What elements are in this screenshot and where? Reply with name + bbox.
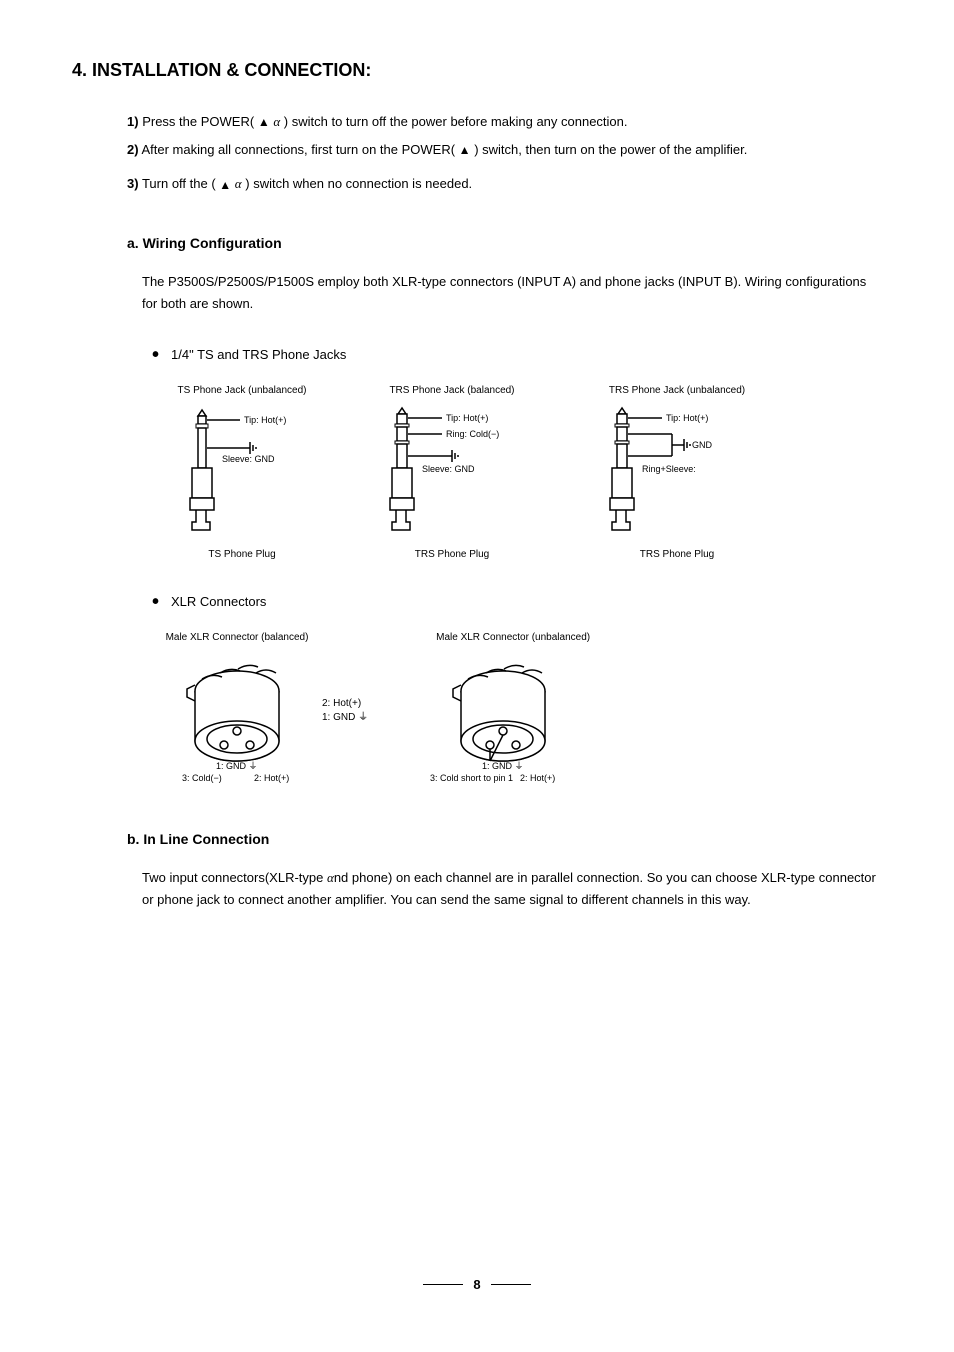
instruction-2: 2) After making all connections, first t… [127, 139, 882, 161]
bullet-text: 1/4" TS and TRS Phone Jacks [171, 345, 882, 366]
instr-text: Turn off the ( [142, 176, 216, 191]
bullet-xlr: • XLR Connectors [152, 592, 882, 613]
instr-text: After making all connections, first turn… [141, 142, 455, 157]
subsection-b-title: b. In Line Connection [127, 831, 882, 847]
xlr-diagrams: Male XLR Connector (balanced) [162, 631, 882, 791]
svg-text:GND: GND [692, 440, 713, 450]
bullet-phone-jacks: • 1/4" TS and TRS Phone Jacks [152, 345, 882, 366]
svg-text:1: GND ⏚: 1: GND ⏚ [216, 761, 258, 771]
svg-text:1: GND ⏚: 1: GND ⏚ [482, 761, 524, 771]
sleeve-label: Sleeve: GND [222, 454, 275, 464]
svg-text:Ring: Cold(−): Ring: Cold(−) [446, 429, 499, 439]
trs-unbal-plug-icon: Tip: Hot(+) GND Ring+Sleeve: [582, 402, 772, 542]
bullet-dot: • [152, 345, 159, 365]
svg-text:Tip: Hot(+): Tip: Hot(+) [446, 413, 488, 423]
xlr-connector-unbal-icon: 1: GND ⏚ 2: Hot(+) 3: Cold short to pin … [428, 651, 598, 791]
label: TRS Phone Plug [640, 548, 715, 562]
svg-text:Ring+Sleeve:: Ring+Sleeve: [642, 464, 696, 474]
triangle-icon: ▲ [258, 112, 270, 132]
bullet-text: XLR Connectors [171, 592, 882, 613]
pin2-label: 2: Hot(+) [322, 697, 368, 711]
svg-text:3: Cold short to pin 1: 3: Cold short to pin 1 [430, 773, 513, 783]
instr-text: ) switch when no connection is needed. [245, 176, 472, 191]
label: TS Phone Jack (unbalanced) [178, 384, 307, 398]
tip-label: Tip: Hot(+) [244, 415, 286, 425]
step-num: 2) [127, 142, 139, 157]
svg-text:Tip: Hot(+): Tip: Hot(+) [666, 413, 708, 423]
footer-line [423, 1284, 463, 1285]
subsection-a-body: The P3500S/P2500S/P1500S employ both XLR… [142, 271, 882, 315]
section-number: 4. [72, 60, 87, 80]
page-number: 8 [473, 1277, 480, 1292]
label: TS Phone Plug [208, 548, 275, 562]
label: Male XLR Connector (unbalanced) [436, 631, 590, 645]
alpha-symbol: α [327, 870, 334, 885]
subsection-a-title: a. Wiring Configuration [127, 235, 882, 251]
trs-unbalanced-diagram: TRS Phone Jack (unbalanced) [582, 384, 772, 562]
step-num: 1) [127, 114, 139, 129]
svg-text:Sleeve: GND: Sleeve: GND [422, 464, 475, 474]
alpha-symbol: α [235, 176, 242, 191]
footer-line [491, 1284, 531, 1285]
label: Male XLR Connector (balanced) [166, 631, 309, 645]
instr-text: ) switch, then turn on the power of the … [474, 142, 747, 157]
triangle-icon: ▲ [459, 140, 471, 160]
svg-text:2: Hot(+): 2: Hot(+) [520, 773, 555, 783]
section-title-text: INSTALLATION & CONNECTION: [92, 60, 371, 80]
alpha-symbol: α [273, 114, 280, 129]
step-num: 3) [127, 176, 139, 191]
label: TRS Phone Jack (unbalanced) [609, 384, 745, 398]
triangle-icon: ▲ [219, 175, 231, 195]
phone-jack-diagrams: TS Phone Jack (unbalanced) [162, 384, 882, 562]
power-label: POWER( [201, 114, 254, 129]
section-title: 4. INSTALLATION & CONNECTION: [72, 60, 882, 81]
xlr-connector-icon: 1: GND ⏚ 3: Cold(−) 2: Hot(+) [162, 651, 312, 791]
pin1-label: 1: GND ⏚ [322, 711, 368, 725]
bullet-dot: • [152, 592, 159, 612]
trs-plug-icon: Tip: Hot(+) Ring: Cold(−) Sleeve: GND [362, 402, 542, 542]
svg-text:2: Hot(+): 2: Hot(+) [254, 773, 289, 783]
xlr-mid-labels: 2: Hot(+) 1: GND ⏚ [322, 697, 368, 725]
instr-text: ) switch to turn off the power before ma… [284, 114, 628, 129]
ts-jack-diagram: TS Phone Jack (unbalanced) [162, 384, 322, 562]
instr-text: Press the [142, 114, 197, 129]
page-footer: 8 [0, 1277, 954, 1292]
instruction-1: 1) Press the POWER( ▲ α ) switch to turn… [127, 111, 882, 133]
xlr-unbalanced: Male XLR Connector (unbalanced) 1: [428, 631, 598, 791]
label: TRS Phone Jack (balanced) [389, 384, 514, 398]
svg-text:3: Cold(−): 3: Cold(−) [182, 773, 222, 783]
trs-balanced-diagram: TRS Phone Jack (balanced) [362, 384, 542, 562]
ts-plug-icon: Tip: Hot(+) Sleeve: GND [162, 402, 322, 542]
xlr-balanced: Male XLR Connector (balanced) [162, 631, 368, 791]
label: TRS Phone Plug [415, 548, 490, 562]
instruction-3: 3) Turn off the ( ▲ α ) switch when no c… [127, 173, 882, 195]
subsection-b-body: Two input connectors(XLR-type αnd phone)… [142, 867, 882, 911]
